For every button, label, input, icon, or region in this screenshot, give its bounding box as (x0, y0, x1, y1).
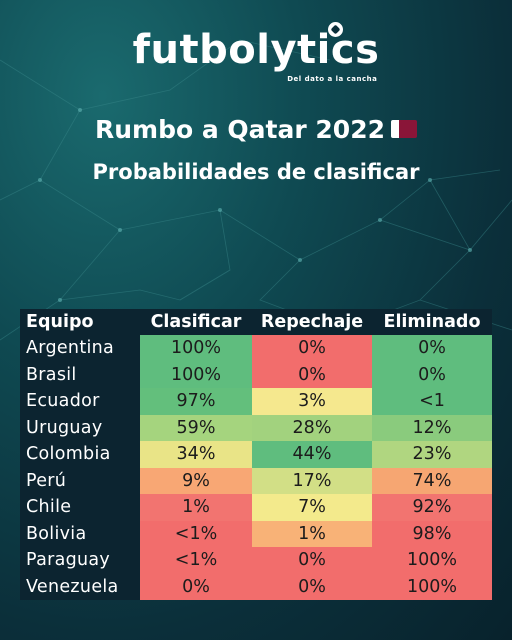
table-header-row: Equipo Clasificar Repechaje Eliminado (20, 309, 492, 335)
eliminated-probability-cell: 92% (372, 494, 492, 521)
qualify-probability-cell: 9% (140, 467, 252, 494)
team-name-cell: Colombia (20, 441, 140, 468)
playoff-probability-cell: 0% (252, 335, 372, 362)
column-header-playoff: Repechaje (252, 309, 372, 335)
qualify-probability-cell: 97% (140, 388, 252, 415)
brand-logo: futbolytics Del dato a la cancha (0, 22, 512, 83)
playoff-probability-cell: 28% (252, 414, 372, 441)
team-name-cell: Venezuela (20, 573, 140, 600)
eliminated-probability-cell: 74% (372, 467, 492, 494)
probabilities-table: Equipo Clasificar Repechaje Eliminado Ar… (20, 309, 492, 600)
qualify-probability-cell: 0% (140, 573, 252, 600)
eliminated-probability-cell: 98% (372, 520, 492, 547)
qualify-probability-cell: 100% (140, 361, 252, 388)
team-name-cell: Bolivia (20, 520, 140, 547)
table-row: Perú 9% 17% 74% (20, 467, 492, 494)
qualify-probability-cell: 100% (140, 335, 252, 362)
qualify-probability-cell: 34% (140, 441, 252, 468)
column-header-team: Equipo (20, 309, 140, 335)
table-row: Ecuador 97% 3% <1 (20, 388, 492, 415)
eliminated-probability-cell: 0% (372, 335, 492, 362)
table-row: Bolivia <1% 1% 98% (20, 520, 492, 547)
eliminated-probability-cell: 100% (372, 547, 492, 574)
team-name-cell: Brasil (20, 361, 140, 388)
playoff-probability-cell: 17% (252, 467, 372, 494)
team-name-cell: Chile (20, 494, 140, 521)
table-row: Argentina 100% 0% 0% (20, 335, 492, 362)
qualify-probability-cell: 59% (140, 414, 252, 441)
qualify-probability-cell: <1% (140, 520, 252, 547)
playoff-probability-cell: 0% (252, 547, 372, 574)
qualify-probability-cell: <1% (140, 547, 252, 574)
eliminated-probability-cell: 23% (372, 441, 492, 468)
eliminated-probability-cell: 0% (372, 361, 492, 388)
brand-name: futbolytics (132, 27, 380, 73)
table-row: Chile 1% 7% 92% (20, 494, 492, 521)
page-subtitle: Probabilidades de clasificar (92, 160, 420, 184)
table-row: Colombia 34% 44% 23% (20, 441, 492, 468)
column-header-qualify: Clasificar (140, 309, 252, 335)
qualify-probability-cell: 1% (140, 494, 252, 521)
team-name-cell: Perú (20, 467, 140, 494)
soccer-ball-icon (328, 22, 344, 37)
playoff-probability-cell: 0% (252, 361, 372, 388)
brand-wordmark: futbolytics Del dato a la cancha (132, 22, 380, 83)
team-name-cell: Uruguay (20, 414, 140, 441)
eliminated-probability-cell: 100% (372, 573, 492, 600)
page-title: Rumbo a Qatar 2022 (0, 115, 512, 144)
brand-tagline: Del dato a la cancha (287, 75, 378, 83)
eliminated-probability-cell: <1 (372, 388, 492, 415)
playoff-probability-cell: 0% (252, 573, 372, 600)
playoff-probability-cell: 1% (252, 520, 372, 547)
eliminated-probability-cell: 12% (372, 414, 492, 441)
team-name-cell: Argentina (20, 335, 140, 362)
table-row: Paraguay <1% 0% 100% (20, 547, 492, 574)
team-name-cell: Paraguay (20, 547, 140, 574)
qatar-flag-icon (391, 120, 417, 138)
page-title-text: Rumbo a Qatar 2022 (94, 115, 385, 144)
column-header-eliminated: Eliminado (372, 309, 492, 335)
playoff-probability-cell: 7% (252, 494, 372, 521)
table-row: Uruguay 59% 28% 12% (20, 414, 492, 441)
table-row: Brasil 100% 0% 0% (20, 361, 492, 388)
playoff-probability-cell: 3% (252, 388, 372, 415)
team-name-cell: Ecuador (20, 388, 140, 415)
table-row: Venezuela 0% 0% 100% (20, 573, 492, 600)
playoff-probability-cell: 44% (252, 441, 372, 468)
